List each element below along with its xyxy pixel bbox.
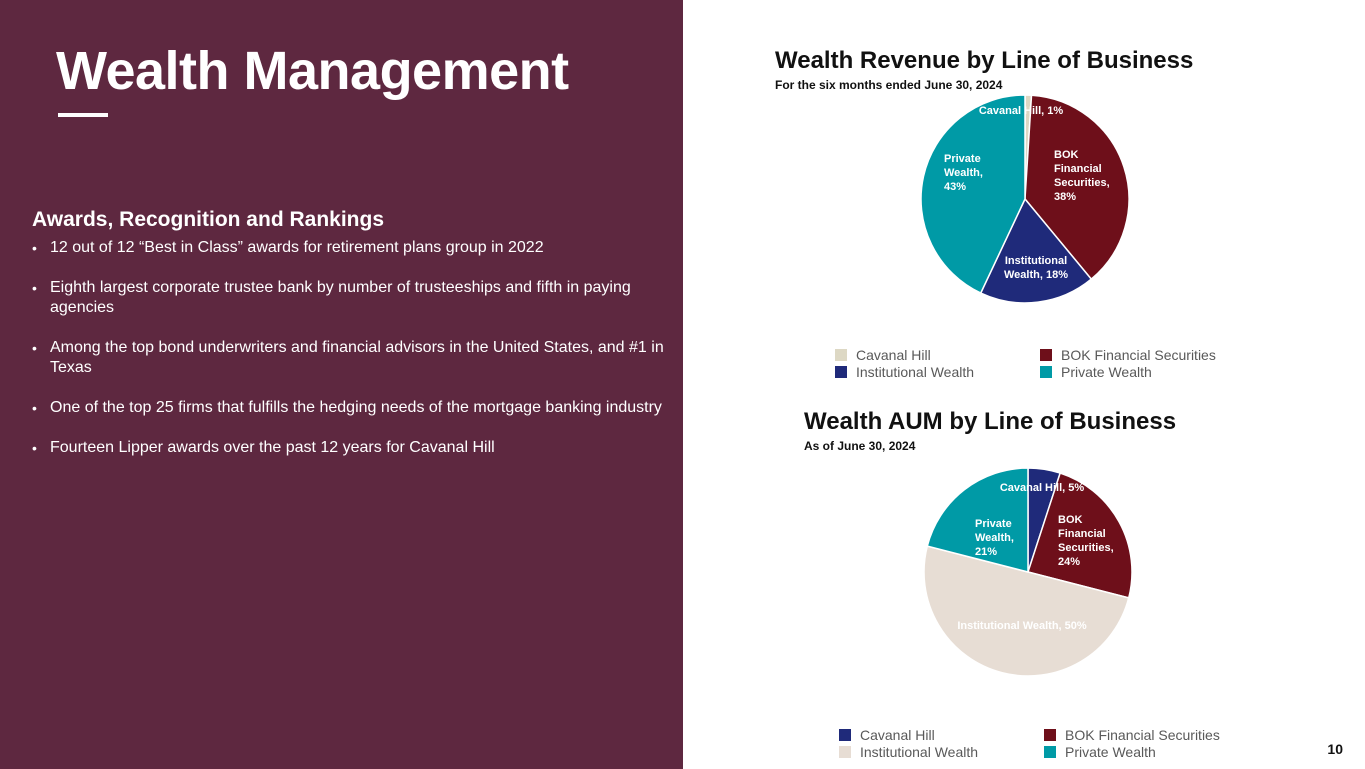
pie-data-label: BOK Financial Securities, 24% <box>1058 514 1114 568</box>
revenue-chart-title: Wealth Revenue by Line of Business <box>775 47 1194 74</box>
legend-label: Private Wealth <box>1061 364 1152 380</box>
pie-slice-institutional-wealth <box>923 545 1130 677</box>
legend-swatch <box>835 349 847 361</box>
revenue-pie-chart: Cavanal Hill, 1% BOK Financial Securities, 3… <box>920 94 1130 304</box>
pie-slice-institutional-wealth <box>979 197 1093 304</box>
left-panel: Wealth Management Awards, Recognition an… <box>0 0 683 769</box>
aum-pie-chart: Cavanal Hill, 5% BOK Financial Securities, 2… <box>923 467 1133 677</box>
legend-label: Private Wealth <box>1065 744 1156 760</box>
pie-data-label: Cavanal Hill, 5% <box>1000 482 1085 494</box>
pie-data-label: Private Wealth, 21% <box>975 518 1014 558</box>
legend-label: Institutional Wealth <box>860 744 979 760</box>
legend-label: Cavanal Hill <box>860 727 935 743</box>
award-item: Fourteen Lipper awards over the past 12 … <box>32 438 672 458</box>
legend-label: BOK Financial Securities <box>1065 727 1220 743</box>
legend-swatch <box>1044 729 1056 741</box>
pie-slice-private-wealth <box>926 467 1029 573</box>
pie-data-label: Private Wealth, 43% <box>944 153 983 193</box>
title-underline <box>58 113 108 117</box>
pie-data-label: Cavanal Hill, 1% <box>979 105 1064 117</box>
award-item: Eighth largest corporate trustee bank by… <box>32 278 672 318</box>
pie-slice-bok-financial-securities <box>1024 94 1130 281</box>
revenue-legend: Cavanal Hill BOK Financial Securities Inst… <box>835 346 1235 386</box>
revenue-chart-subtitle: For the six months ended June 30, 2024 <box>775 78 1003 92</box>
pie-slice-bok-financial-securities <box>1027 472 1133 599</box>
pie-data-label: Institutional Wealth, 50% <box>957 620 1087 632</box>
legend-label: Cavanal Hill <box>856 347 931 363</box>
pie-slice-private-wealth <box>920 94 1026 295</box>
pie-data-label: BOK Financial Securities, 38% <box>1054 149 1110 203</box>
legend-swatch <box>1044 746 1056 758</box>
award-item: Among the top bond underwriters and fina… <box>32 338 672 378</box>
legend-swatch <box>1040 349 1052 361</box>
aum-legend: Cavanal Hill BOK Financial Securities Inst… <box>839 726 1239 766</box>
legend-swatch <box>839 729 851 741</box>
award-item: 12 out of 12 “Best in Class” awards for … <box>32 238 672 258</box>
legend-swatch <box>839 746 851 758</box>
page-number: 10 <box>1327 741 1343 757</box>
pie-data-label: Institutional Wealth, 18% <box>1004 255 1068 281</box>
page-title: Wealth Management <box>56 41 569 101</box>
legend-label: BOK Financial Securities <box>1061 347 1216 363</box>
awards-list: 12 out of 12 “Best in Class” awards for … <box>32 238 672 478</box>
award-item: One of the top 25 firms that fulfills th… <box>32 398 672 418</box>
legend-swatch <box>835 366 847 378</box>
legend-swatch <box>1040 366 1052 378</box>
aum-chart-subtitle: As of June 30, 2024 <box>804 439 916 453</box>
awards-heading: Awards, Recognition and Rankings <box>32 208 384 231</box>
aum-chart-title: Wealth AUM by Line of Business <box>804 408 1177 435</box>
legend-label: Institutional Wealth <box>856 364 975 380</box>
